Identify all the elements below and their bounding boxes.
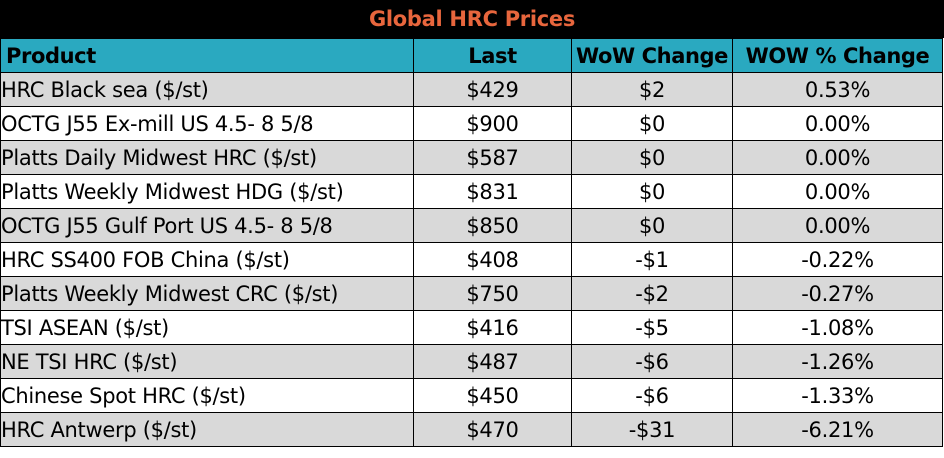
cell-last: $429 bbox=[413, 72, 572, 107]
cell-product: OCTG J55 Ex-mill US 4.5- 8 5/8 bbox=[0, 106, 414, 141]
table-title: Global HRC Prices bbox=[368, 7, 576, 31]
cell-last: $416 bbox=[413, 310, 572, 345]
cell-last: $850 bbox=[413, 208, 572, 243]
prices-table: Product Last WoW Change WOW % Change HRC… bbox=[0, 38, 943, 447]
cell-last: $831 bbox=[413, 174, 572, 209]
cell-wow-change: $0 bbox=[571, 174, 733, 209]
cell-product: NE TSI HRC ($/st) bbox=[0, 344, 414, 379]
cell-wow-change: -$31 bbox=[571, 412, 733, 447]
cell-wow-change: $0 bbox=[571, 140, 733, 175]
cell-wow-pct-change: 0.00% bbox=[732, 208, 943, 243]
header-row: Product Last WoW Change WOW % Change bbox=[0, 38, 943, 73]
cell-wow-change: $0 bbox=[571, 106, 733, 141]
cell-wow-pct-change: -0.27% bbox=[732, 276, 943, 311]
table-row: TSI ASEAN ($/st) $416 -$5 -1.08% bbox=[0, 310, 943, 345]
cell-last: $470 bbox=[413, 412, 572, 447]
table-row: Platts Daily Midwest HRC ($/st) $587 $0 … bbox=[0, 140, 943, 175]
cell-product: OCTG J55 Gulf Port US 4.5- 8 5/8 bbox=[0, 208, 414, 243]
title-bar: Global HRC Prices bbox=[0, 0, 944, 38]
cell-wow-change: -$5 bbox=[571, 310, 733, 345]
header-wow-pct-change: WOW % Change bbox=[732, 38, 943, 73]
cell-product: TSI ASEAN ($/st) bbox=[0, 310, 414, 345]
cell-last: $487 bbox=[413, 344, 572, 379]
cell-last: $587 bbox=[413, 140, 572, 175]
cell-wow-change: $0 bbox=[571, 208, 733, 243]
cell-wow-change: -$1 bbox=[571, 242, 733, 277]
cell-product: Chinese Spot HRC ($/st) bbox=[0, 378, 414, 413]
cell-wow-pct-change: -1.33% bbox=[732, 378, 943, 413]
table-row: OCTG J55 Gulf Port US 4.5- 8 5/8 $850 $0… bbox=[0, 208, 943, 243]
header-wow-change: WoW Change bbox=[571, 38, 733, 73]
cell-wow-change: $2 bbox=[571, 72, 733, 107]
cell-wow-change: -$2 bbox=[571, 276, 733, 311]
cell-product: HRC Black sea ($/st) bbox=[0, 72, 414, 107]
cell-product: Platts Daily Midwest HRC ($/st) bbox=[0, 140, 414, 175]
cell-wow-pct-change: 0.00% bbox=[732, 106, 943, 141]
table-row: NE TSI HRC ($/st) $487 -$6 -1.26% bbox=[0, 344, 943, 379]
cell-product: Platts Weekly Midwest HDG ($/st) bbox=[0, 174, 414, 209]
cell-wow-pct-change: -1.08% bbox=[732, 310, 943, 345]
header-product: Product bbox=[0, 38, 414, 73]
cell-wow-pct-change: 0.53% bbox=[732, 72, 943, 107]
table-row: HRC Black sea ($/st) $429 $2 0.53% bbox=[0, 72, 943, 107]
header-last: Last bbox=[413, 38, 572, 73]
cell-last: $450 bbox=[413, 378, 572, 413]
cell-last: $408 bbox=[413, 242, 572, 277]
cell-product: Platts Weekly Midwest CRC ($/st) bbox=[0, 276, 414, 311]
table-row: HRC Antwerp ($/st) $470 -$31 -6.21% bbox=[0, 412, 943, 447]
cell-wow-pct-change: -1.26% bbox=[732, 344, 943, 379]
cell-wow-pct-change: -6.21% bbox=[732, 412, 943, 447]
cell-wow-change: -$6 bbox=[571, 344, 733, 379]
table-row: Platts Weekly Midwest HDG ($/st) $831 $0… bbox=[0, 174, 943, 209]
table-row: OCTG J55 Ex-mill US 4.5- 8 5/8 $900 $0 0… bbox=[0, 106, 943, 141]
cell-product: HRC Antwerp ($/st) bbox=[0, 412, 414, 447]
cell-product: HRC SS400 FOB China ($/st) bbox=[0, 242, 414, 277]
cell-last: $900 bbox=[413, 106, 572, 141]
cell-wow-change: -$6 bbox=[571, 378, 733, 413]
table-row: Chinese Spot HRC ($/st) $450 -$6 -1.33% bbox=[0, 378, 943, 413]
table-row: HRC SS400 FOB China ($/st) $408 -$1 -0.2… bbox=[0, 242, 943, 277]
cell-wow-pct-change: 0.00% bbox=[732, 174, 943, 209]
cell-last: $750 bbox=[413, 276, 572, 311]
cell-wow-pct-change: 0.00% bbox=[732, 140, 943, 175]
cell-wow-pct-change: -0.22% bbox=[732, 242, 943, 277]
table-row: Platts Weekly Midwest CRC ($/st) $750 -$… bbox=[0, 276, 943, 311]
